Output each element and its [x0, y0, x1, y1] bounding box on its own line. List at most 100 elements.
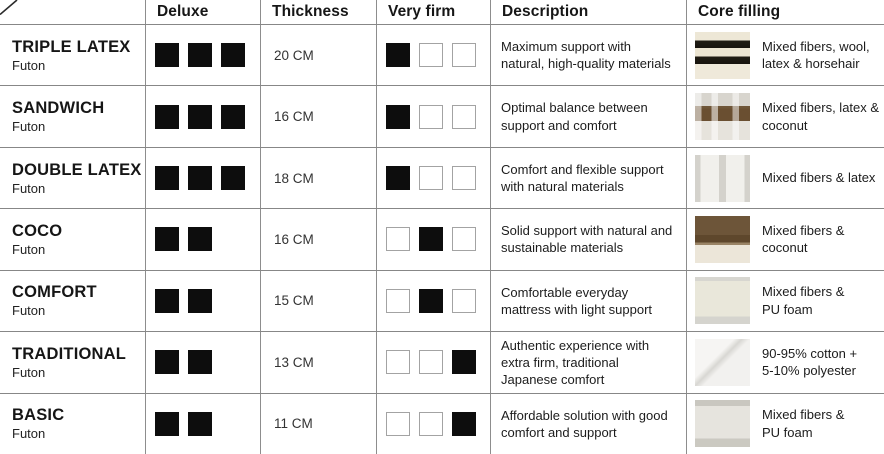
firmness-rating: [377, 393, 491, 454]
rating-square-filled: [419, 227, 443, 252]
description-text: Optimal balance between support and comf…: [491, 86, 687, 147]
product-cell: SANDWICH Futon: [0, 86, 146, 147]
deluxe-rating: [146, 147, 261, 209]
rating-square-filled: [221, 43, 245, 68]
header-description: Description: [491, 0, 687, 24]
rating-square-filled: [188, 288, 212, 313]
product-name: DOUBLE LATEX: [12, 160, 142, 179]
core-filling-label: Mixed fibers & coconut: [762, 222, 845, 256]
rating-square-filled: [155, 288, 179, 313]
thickness-value: 20 CM: [261, 25, 377, 86]
product-subtitle: Futon: [12, 364, 46, 380]
rating-square-filled: [188, 411, 212, 436]
product-name: TRIPLE LATEX: [12, 37, 131, 56]
core-filling-cell: Mixed fibers & latex: [687, 148, 884, 208]
rating-square-empty: [386, 227, 410, 252]
table-row: BASIC Futon 11 CM Affordable solution wi…: [0, 393, 884, 454]
product-cell: TRIPLE LATEX Futon: [0, 25, 146, 86]
description-text: Comfort and flexible support with natura…: [491, 147, 687, 209]
product-name: TRADITIONAL: [12, 344, 127, 363]
rating-square-filled: [188, 227, 212, 252]
rating-square-empty: [386, 288, 410, 313]
product-cell: COMFORT Futon: [0, 270, 146, 332]
firmness-rating: [377, 147, 491, 209]
core-filling-label: 90-95% cotton + 5-10% polyester: [762, 345, 858, 379]
core-filling-cell: Mixed fibers, wool, latex & horsehair: [687, 25, 884, 85]
product-cell: DOUBLE LATEX Futon: [0, 147, 146, 209]
deluxe-rating: [146, 209, 261, 270]
rating-square-filled: [386, 166, 410, 191]
rating-square-filled: [188, 43, 212, 68]
rating-square-filled: [155, 43, 179, 68]
rating-square-empty: [386, 350, 410, 375]
rating-square-filled: [155, 411, 179, 436]
deluxe-rating: [146, 25, 261, 86]
core-filling-swatch: [695, 400, 750, 448]
thickness-value: 18 CM: [261, 147, 377, 209]
product-subtitle: Futon: [12, 241, 46, 257]
core-filling-label: Mixed fibers, wool, latex & horsehair: [762, 38, 870, 72]
firmness-rating: [377, 25, 491, 86]
description-text: Affordable solution with good comfort an…: [491, 393, 687, 454]
core-filling-cell: Mixed fibers & coconut: [687, 209, 884, 269]
description-text: Comfortable everyday mattress with light…: [491, 270, 687, 332]
header-product: [0, 0, 146, 24]
core-filling-cell: Mixed fibers & PU foam: [687, 394, 884, 454]
rating-square-filled: [155, 104, 179, 129]
core-filling-cell: Mixed fibers, latex & coconut: [687, 86, 884, 146]
rating-square-empty: [452, 288, 476, 313]
product-name: COMFORT: [12, 283, 97, 302]
product-cell: TRADITIONAL Futon: [0, 332, 146, 393]
rating-square-empty: [419, 104, 443, 129]
thickness-value: 15 CM: [261, 270, 377, 332]
description-text: Solid support with natural and sustainab…: [491, 209, 687, 270]
core-filling-label: Mixed fibers, latex & coconut: [762, 100, 880, 133]
core-filling-swatch: [695, 277, 750, 325]
thickness-value: 13 CM: [261, 332, 377, 393]
rating-square-empty: [419, 43, 443, 68]
rating-square-filled: [419, 288, 443, 313]
core-filling-label: Mixed fibers & PU foam: [762, 284, 845, 317]
core-filling-cell: 90-95% cotton + 5-10% polyester: [687, 332, 884, 392]
table-header-row: Deluxe Thickness Very firm Description C…: [0, 0, 884, 25]
core-filling-cell: Mixed fibers & PU foam: [687, 271, 884, 331]
rating-square-empty: [419, 350, 443, 375]
table-row: TRADITIONAL Futon 13 CM Authentic experi…: [0, 332, 884, 394]
rating-square-filled: [452, 411, 476, 436]
rating-square-filled: [386, 104, 410, 129]
header-thickness: Thickness: [261, 0, 377, 24]
table-row: DOUBLE LATEX Futon 18 CM Comfort and fle…: [0, 147, 884, 210]
core-filling-swatch: [695, 215, 750, 263]
firmness-rating: [377, 86, 491, 147]
table-row: SANDWICH Futon 16 CM Optimal balance bet…: [0, 86, 884, 148]
header-very-firm: Very firm: [377, 0, 491, 24]
rating-square-filled: [221, 104, 245, 129]
table-row: COMFORT Futon 15 CM Comfortable everyday…: [0, 270, 884, 333]
thickness-value: 16 CM: [261, 86, 377, 147]
header-core-filling: Core filling: [698, 3, 781, 20]
header-deluxe: Deluxe: [146, 0, 261, 24]
core-filling-swatch: [695, 31, 750, 79]
product-subtitle: Futon: [12, 57, 46, 73]
product-name: SANDWICH: [12, 99, 105, 118]
rating-square-filled: [155, 166, 179, 191]
product-subtitle: Futon: [12, 303, 46, 319]
core-filling-swatch: [695, 338, 750, 386]
core-filling-swatch: [695, 154, 750, 202]
rating-square-empty: [452, 104, 476, 129]
deluxe-rating: [146, 332, 261, 393]
rating-square-filled: [188, 104, 212, 129]
description-text: Maximum support with natural, high-quali…: [491, 25, 687, 86]
core-filling-label: Mixed fibers & PU foam: [762, 407, 845, 440]
thickness-value: 16 CM: [261, 209, 377, 270]
firmness-rating: [377, 270, 491, 332]
description-text: Authentic experience with extra firm, tr…: [491, 332, 687, 393]
firmness-rating: [377, 209, 491, 270]
deluxe-rating: [146, 86, 261, 147]
table-row: TRIPLE LATEX Futon 20 CM Maximum support…: [0, 25, 884, 87]
deluxe-rating: [146, 270, 261, 332]
rating-square-empty: [452, 43, 476, 68]
rating-square-empty: [452, 166, 476, 191]
product-name: COCO: [12, 221, 63, 240]
